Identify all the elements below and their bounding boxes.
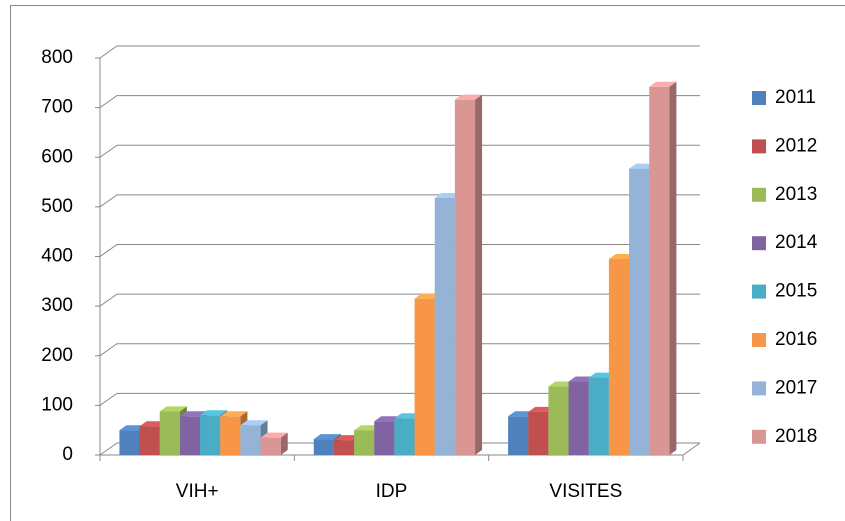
y-tick-label: 300 (41, 295, 73, 316)
legend-label: 2012 (775, 135, 817, 156)
bar (313, 439, 334, 455)
bar (374, 421, 395, 455)
bar (548, 386, 569, 455)
y-tick-label: 700 (41, 97, 73, 118)
bar (414, 298, 435, 455)
bar (240, 425, 261, 455)
bar (200, 415, 221, 455)
bar-side (475, 94, 483, 455)
grid-line (99, 343, 700, 357)
bar (454, 99, 476, 455)
bar (354, 430, 375, 455)
bar (508, 416, 529, 455)
bar (629, 168, 650, 455)
grid-line (99, 442, 700, 456)
bar (568, 381, 589, 455)
bar-top (159, 406, 187, 412)
legend-swatch (752, 429, 766, 444)
legend-label: 2013 (775, 184, 817, 205)
y-tick-label: 500 (41, 196, 73, 217)
bar-top (649, 81, 677, 87)
bar (260, 437, 281, 455)
bar-top (200, 410, 228, 416)
bar (179, 416, 201, 455)
bar-top (313, 434, 341, 440)
bar (394, 418, 415, 455)
legend-label: 2015 (775, 281, 817, 302)
bar-side (669, 81, 677, 455)
bar-top (220, 411, 248, 417)
legend-label: 2016 (775, 329, 817, 350)
bar (139, 426, 160, 455)
grid-line (99, 194, 700, 208)
legend-label: 2017 (775, 377, 817, 398)
x-tick-label: VISITES (549, 481, 622, 502)
bar (159, 411, 180, 455)
legend-swatch (752, 236, 766, 251)
bar (528, 411, 549, 455)
bar (649, 86, 670, 455)
y-tick-label: 100 (41, 394, 73, 415)
y-tick-label: 0 (62, 444, 73, 465)
legend-swatch (752, 284, 766, 299)
bar-top (179, 411, 208, 417)
bar (588, 377, 609, 455)
legend-label: 2011 (775, 87, 816, 108)
grid-line (99, 95, 700, 109)
grid-line (99, 392, 700, 406)
grid-line (99, 244, 700, 257)
grid-line (99, 293, 700, 307)
x-tick-label: IDP (376, 481, 408, 502)
bar (608, 258, 630, 455)
bar (119, 430, 140, 455)
y-tick-label: 800 (41, 47, 73, 68)
bar (434, 197, 455, 455)
x-tick-label: VIH+ (176, 481, 219, 502)
y-tick-label: 200 (41, 345, 73, 366)
y-tick-label: 400 (41, 246, 73, 267)
legend-label: 2014 (775, 232, 818, 253)
legend-swatch (752, 381, 766, 396)
bar-side (280, 432, 288, 455)
grid-line (99, 45, 700, 59)
legend-swatch (752, 333, 766, 347)
y-tick-label: 600 (41, 146, 73, 167)
bar-top (240, 420, 268, 426)
bar (333, 440, 355, 455)
legend-swatch (752, 187, 766, 202)
legend-swatch (752, 91, 766, 105)
bar-top (454, 94, 483, 100)
legend-swatch (752, 139, 766, 154)
bar (220, 416, 241, 455)
legend-label: 2018 (775, 426, 817, 447)
bar-top (260, 432, 288, 438)
grid-line (99, 144, 700, 158)
